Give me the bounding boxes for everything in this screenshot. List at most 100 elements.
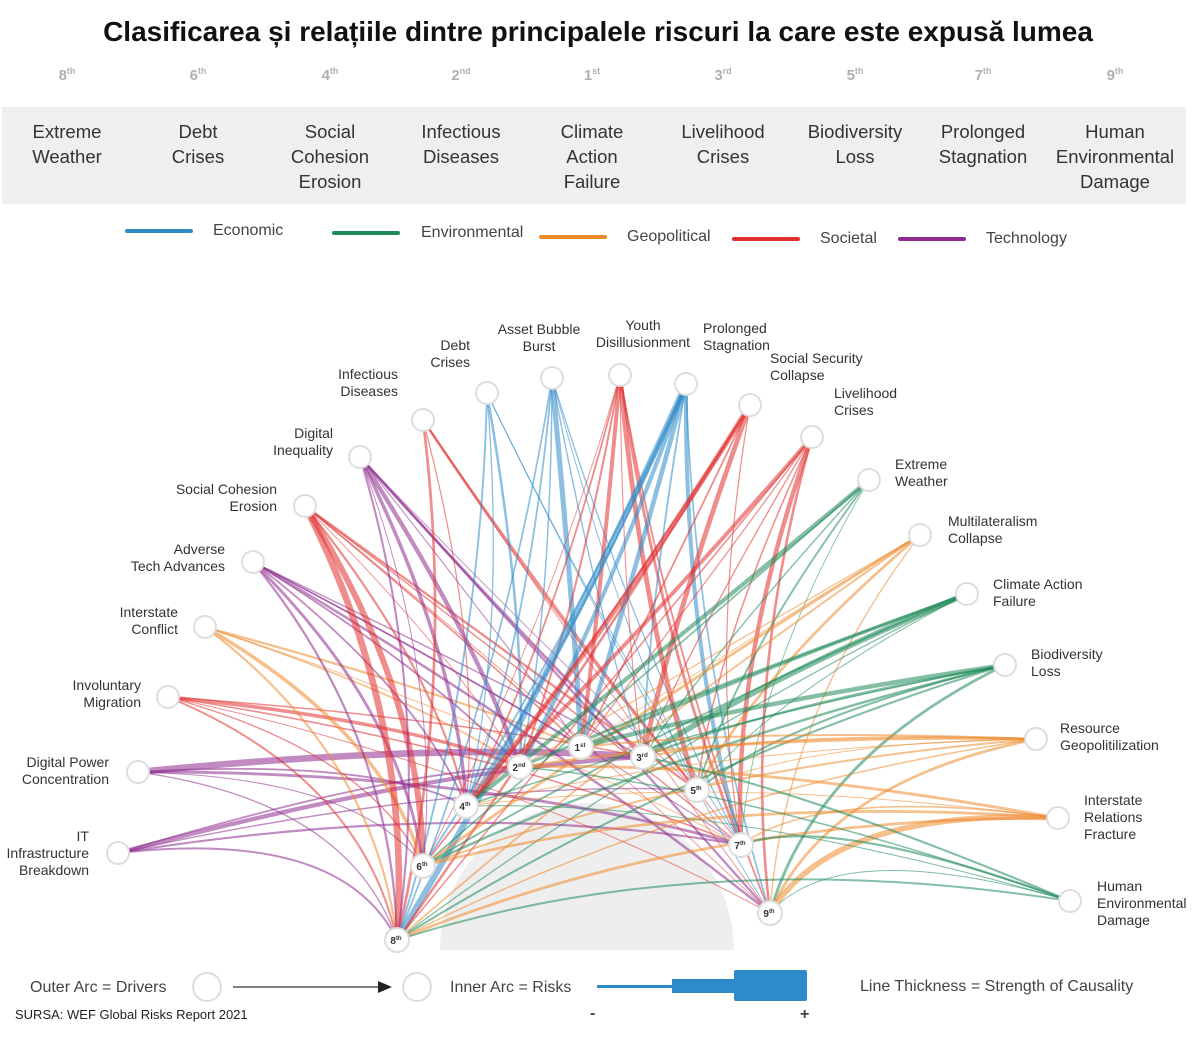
driver-label: Prolonged <box>703 320 767 336</box>
risk-node-label: 7th <box>734 841 746 852</box>
risk-node <box>568 734 594 760</box>
thickness-thin-bar <box>597 985 672 988</box>
thickness-label: Line Thickness = Strength of Causality <box>860 978 1134 995</box>
causality-link <box>695 533 921 791</box>
driver-label: Livelihood <box>834 385 897 401</box>
rank-suffix: st <box>592 66 601 76</box>
thickness-medium-bar <box>672 979 734 993</box>
causality-link <box>642 755 1071 902</box>
driver-node <box>857 468 881 492</box>
driver-label: Breakdown <box>19 862 89 878</box>
causality-link <box>725 404 751 846</box>
causality-link <box>396 436 813 941</box>
rank-suffix: th <box>197 66 207 76</box>
driver-label: Burst <box>523 338 556 354</box>
top-risk-label: Livelihood Crises <box>681 121 765 167</box>
driver-label: Climate Action <box>993 576 1082 592</box>
causality-link <box>251 560 425 867</box>
causality-link <box>760 436 814 914</box>
legend-swatch-technology <box>898 237 966 241</box>
driver-label: Diseases <box>340 383 398 399</box>
rank-suffix: th <box>854 66 864 76</box>
driver-node <box>126 760 150 784</box>
legend-swatch-economic <box>125 229 193 233</box>
driver-label: Interstate <box>1084 792 1143 808</box>
top-risk-label: Prolonged Stagnation <box>938 121 1028 167</box>
causality-link <box>696 479 870 791</box>
rank-1: 1st <box>537 66 647 84</box>
causality-link <box>683 383 743 846</box>
driver-node <box>156 685 180 709</box>
legend-label-environmental: Environmental <box>421 224 524 241</box>
driver-label: Infrastructure <box>7 845 90 861</box>
causality-link <box>465 392 494 807</box>
causality-link <box>737 436 815 846</box>
causality-link <box>252 561 467 807</box>
driver-node <box>608 363 632 387</box>
driver-label: Asset Bubble <box>498 321 581 337</box>
rank-suffix: th <box>1114 66 1124 76</box>
risk-node <box>757 900 783 926</box>
causality-link <box>769 534 921 914</box>
driver-node <box>1024 727 1048 751</box>
driver-node <box>738 393 762 417</box>
driver-node <box>800 425 824 449</box>
top-risks-bar: Extreme Weather Debt Crises Social Cohesio… <box>2 107 1186 204</box>
driver-label: Erosion <box>230 498 277 514</box>
driver-label: Relations <box>1084 809 1142 825</box>
inner-arc-label: Inner Arc = Risks <box>450 979 572 996</box>
driver-label: Stagnation <box>703 337 770 353</box>
driver-label: Geopolitilization <box>1060 737 1159 753</box>
causality-link <box>465 791 1059 819</box>
causality-link <box>740 805 1059 846</box>
driver-node <box>908 523 932 547</box>
causality-link <box>358 456 410 941</box>
causality-link <box>549 377 584 748</box>
rank-row: 8th 6th 4th 2nd 1st 3rd 5th 7th 9th <box>0 66 1196 96</box>
driver-node <box>540 366 564 390</box>
causality-link <box>464 383 688 807</box>
causality-link <box>304 505 468 807</box>
rank-8: 8th <box>12 66 122 84</box>
causality-link <box>117 754 644 856</box>
driver-label: Multilateralism <box>948 513 1037 529</box>
causality-link <box>641 591 969 760</box>
causality-link <box>580 592 968 749</box>
causality-link <box>769 870 1071 914</box>
rank-2: 2nd <box>406 66 516 84</box>
driver-label: Social Security <box>770 350 863 366</box>
causality-link <box>422 738 1037 867</box>
driver-node <box>411 408 435 432</box>
risk-node-label: 4th <box>459 802 471 813</box>
causality-link <box>617 374 700 791</box>
page-title: Clasificarea și relațiile dintre princip… <box>103 16 1093 47</box>
risk-node-label: 1st <box>575 743 586 754</box>
driver-label: Interstate <box>120 604 179 620</box>
driver-label: Disillusionment <box>596 334 690 350</box>
causality-link <box>117 847 398 941</box>
risk-node-label: 5th <box>690 786 702 797</box>
rank-number: 2 <box>451 67 460 84</box>
risk-node-label: 3rd <box>636 753 648 764</box>
driver-label: Concentration <box>22 771 109 787</box>
driver-label: Resource <box>1060 720 1120 736</box>
causality-link <box>696 738 1037 791</box>
causality-link <box>464 403 753 808</box>
causality-link <box>642 663 1006 759</box>
rank-number: 3 <box>714 67 723 84</box>
driver-label: Inequality <box>273 442 333 458</box>
risk-node <box>453 793 479 819</box>
rank-number: 8 <box>58 67 67 84</box>
causality-link <box>204 626 742 846</box>
rank-5: 5th <box>800 66 910 84</box>
driver-node <box>955 582 979 606</box>
driver-node <box>348 445 372 469</box>
driver-label: Collapse <box>948 530 1003 546</box>
causality-link <box>137 771 424 867</box>
risk-node-label: 8th <box>390 936 402 947</box>
causality-link <box>204 626 399 941</box>
driver-label: Adverse <box>174 541 226 557</box>
driver-node <box>193 615 217 639</box>
rank-suffix: th <box>982 66 992 76</box>
